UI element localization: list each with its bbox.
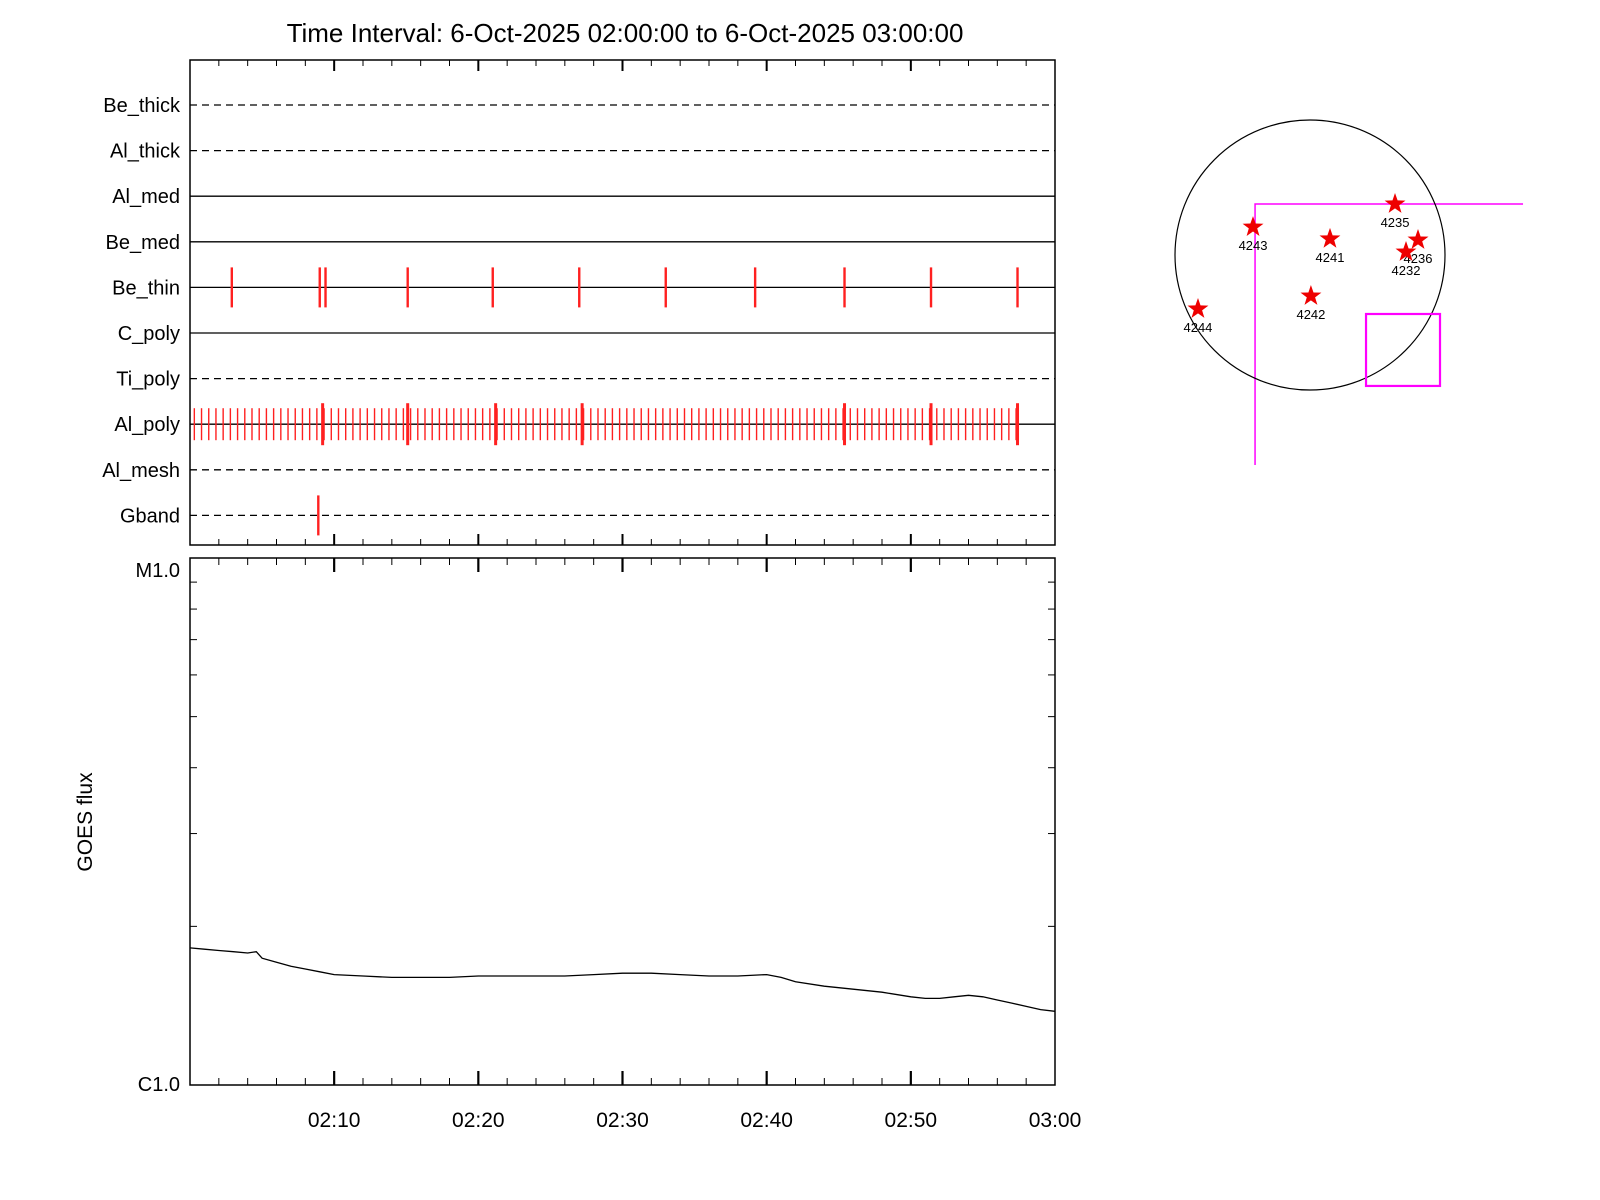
active-region-label: 4242 (1296, 307, 1325, 322)
active-region-star (1407, 229, 1429, 249)
filter-row-label: Be_med (106, 232, 181, 254)
goes-panel-border (189, 557, 1056, 1086)
active-region-label: 4235 (1381, 215, 1410, 230)
goes-x-tick-label: 02:30 (596, 1109, 649, 1132)
fov-box (1364, 312, 1442, 388)
active-region-label: 4232 (1392, 263, 1421, 278)
time-interval-title: Time Interval: 6-Oct-2025 02:00:00 to 6-… (287, 18, 964, 48)
active-region-label: 4243 (1239, 238, 1268, 253)
active-region-label: 4244 (1183, 320, 1212, 335)
active-region-star (1395, 241, 1417, 261)
active-region-star (1384, 193, 1406, 213)
active-region-star (1187, 298, 1209, 318)
filter-row-label: C_poly (118, 323, 180, 345)
filter-panel: Be_thick Al_thick Al_med Be_med Be_thin C_pol… (102, 59, 1056, 546)
goes-ymax-label: M1.0 (136, 560, 180, 582)
solar-limb-circle (1174, 119, 1446, 391)
active-region-star (1300, 285, 1322, 305)
goes-x-tick-label: 02:10 (308, 1109, 361, 1132)
filter-row-label: Al_thick (110, 141, 181, 163)
filter-row-label: Al_mesh (102, 460, 180, 482)
goes-flux-curve (189, 947, 1056, 1012)
active-region-star (1242, 216, 1264, 236)
active-region-label: 4236 (1404, 251, 1433, 266)
goes-x-tick-label: 02:20 (452, 1109, 505, 1132)
filter-row-label: Al_med (112, 186, 180, 208)
goes-x-tick-label: 02:50 (885, 1109, 938, 1132)
filter-row-label: Be_thick (103, 95, 181, 117)
goes-x-tick-label: 03:00 (1029, 1109, 1082, 1132)
active-region-star (1319, 227, 1341, 248)
active-region-label: 4241 (1316, 250, 1345, 265)
filter-row-label: Gband (120, 505, 180, 527)
filter-row-label: Be_thin (112, 277, 180, 299)
goes-x-tick-label: 02:40 (740, 1109, 793, 1132)
goes-panel: GOES flux M1.0 C1.0 02:10 02:20 02:30 02:40… (74, 557, 1082, 1132)
goes-ylabel: GOES flux (74, 772, 97, 872)
filter-row-label: Ti_poly (116, 369, 180, 391)
filter-row-label: Al_poly (114, 414, 180, 436)
pointing-annotation-lines (1254, 203, 1524, 466)
goes-ymin-label: C1.0 (138, 1074, 180, 1096)
